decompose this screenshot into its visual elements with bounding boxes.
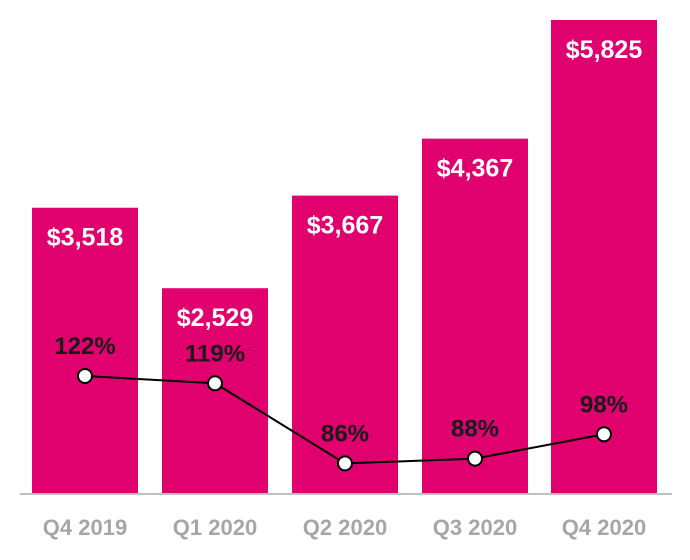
bar-2 — [292, 195, 398, 495]
line-value-label-0: 122% — [54, 333, 115, 360]
bar-value-label-0: $3,518 — [47, 224, 124, 252]
bar-value-label-3: $4,367 — [437, 155, 513, 183]
line-value-label-4: 98% — [580, 391, 628, 418]
x-tick-label-4: Q4 2020 — [562, 515, 646, 540]
line-point-0 — [77, 368, 93, 384]
x-tick-label-1: Q1 2020 — [173, 515, 257, 540]
x-tick-label-2: Q2 2020 — [303, 515, 387, 540]
bar-value-label-1: $2,529 — [177, 304, 253, 332]
x-tick-labels: Q4 2019 Q1 2020 Q2 2020 Q3 2020 Q4 2020 — [43, 515, 646, 540]
line-point-4 — [596, 426, 612, 443]
line-value-label-3: 88% — [451, 416, 499, 443]
bar-value-label-2: $3,667 — [307, 212, 383, 240]
x-tick-label-3: Q3 2020 — [433, 515, 517, 540]
line-point-1 — [207, 375, 223, 392]
line-series-layer: 122% 119% 86% 88% 98% — [54, 333, 628, 472]
bar-value-label-4: $5,825 — [566, 36, 643, 64]
bar-3 — [422, 138, 528, 495]
line-point-3 — [467, 450, 483, 467]
bar-0 — [32, 207, 138, 495]
line-value-label-2: 86% — [321, 420, 369, 447]
x-tick-label-0: Q4 2019 — [43, 515, 127, 540]
bar-4 — [551, 20, 657, 494]
line-point-2 — [337, 455, 353, 472]
bars-layer: $3,518 $2,529 $3,667 $4,367 $5,825 — [32, 20, 657, 495]
line-value-label-1: 119% — [185, 340, 245, 367]
